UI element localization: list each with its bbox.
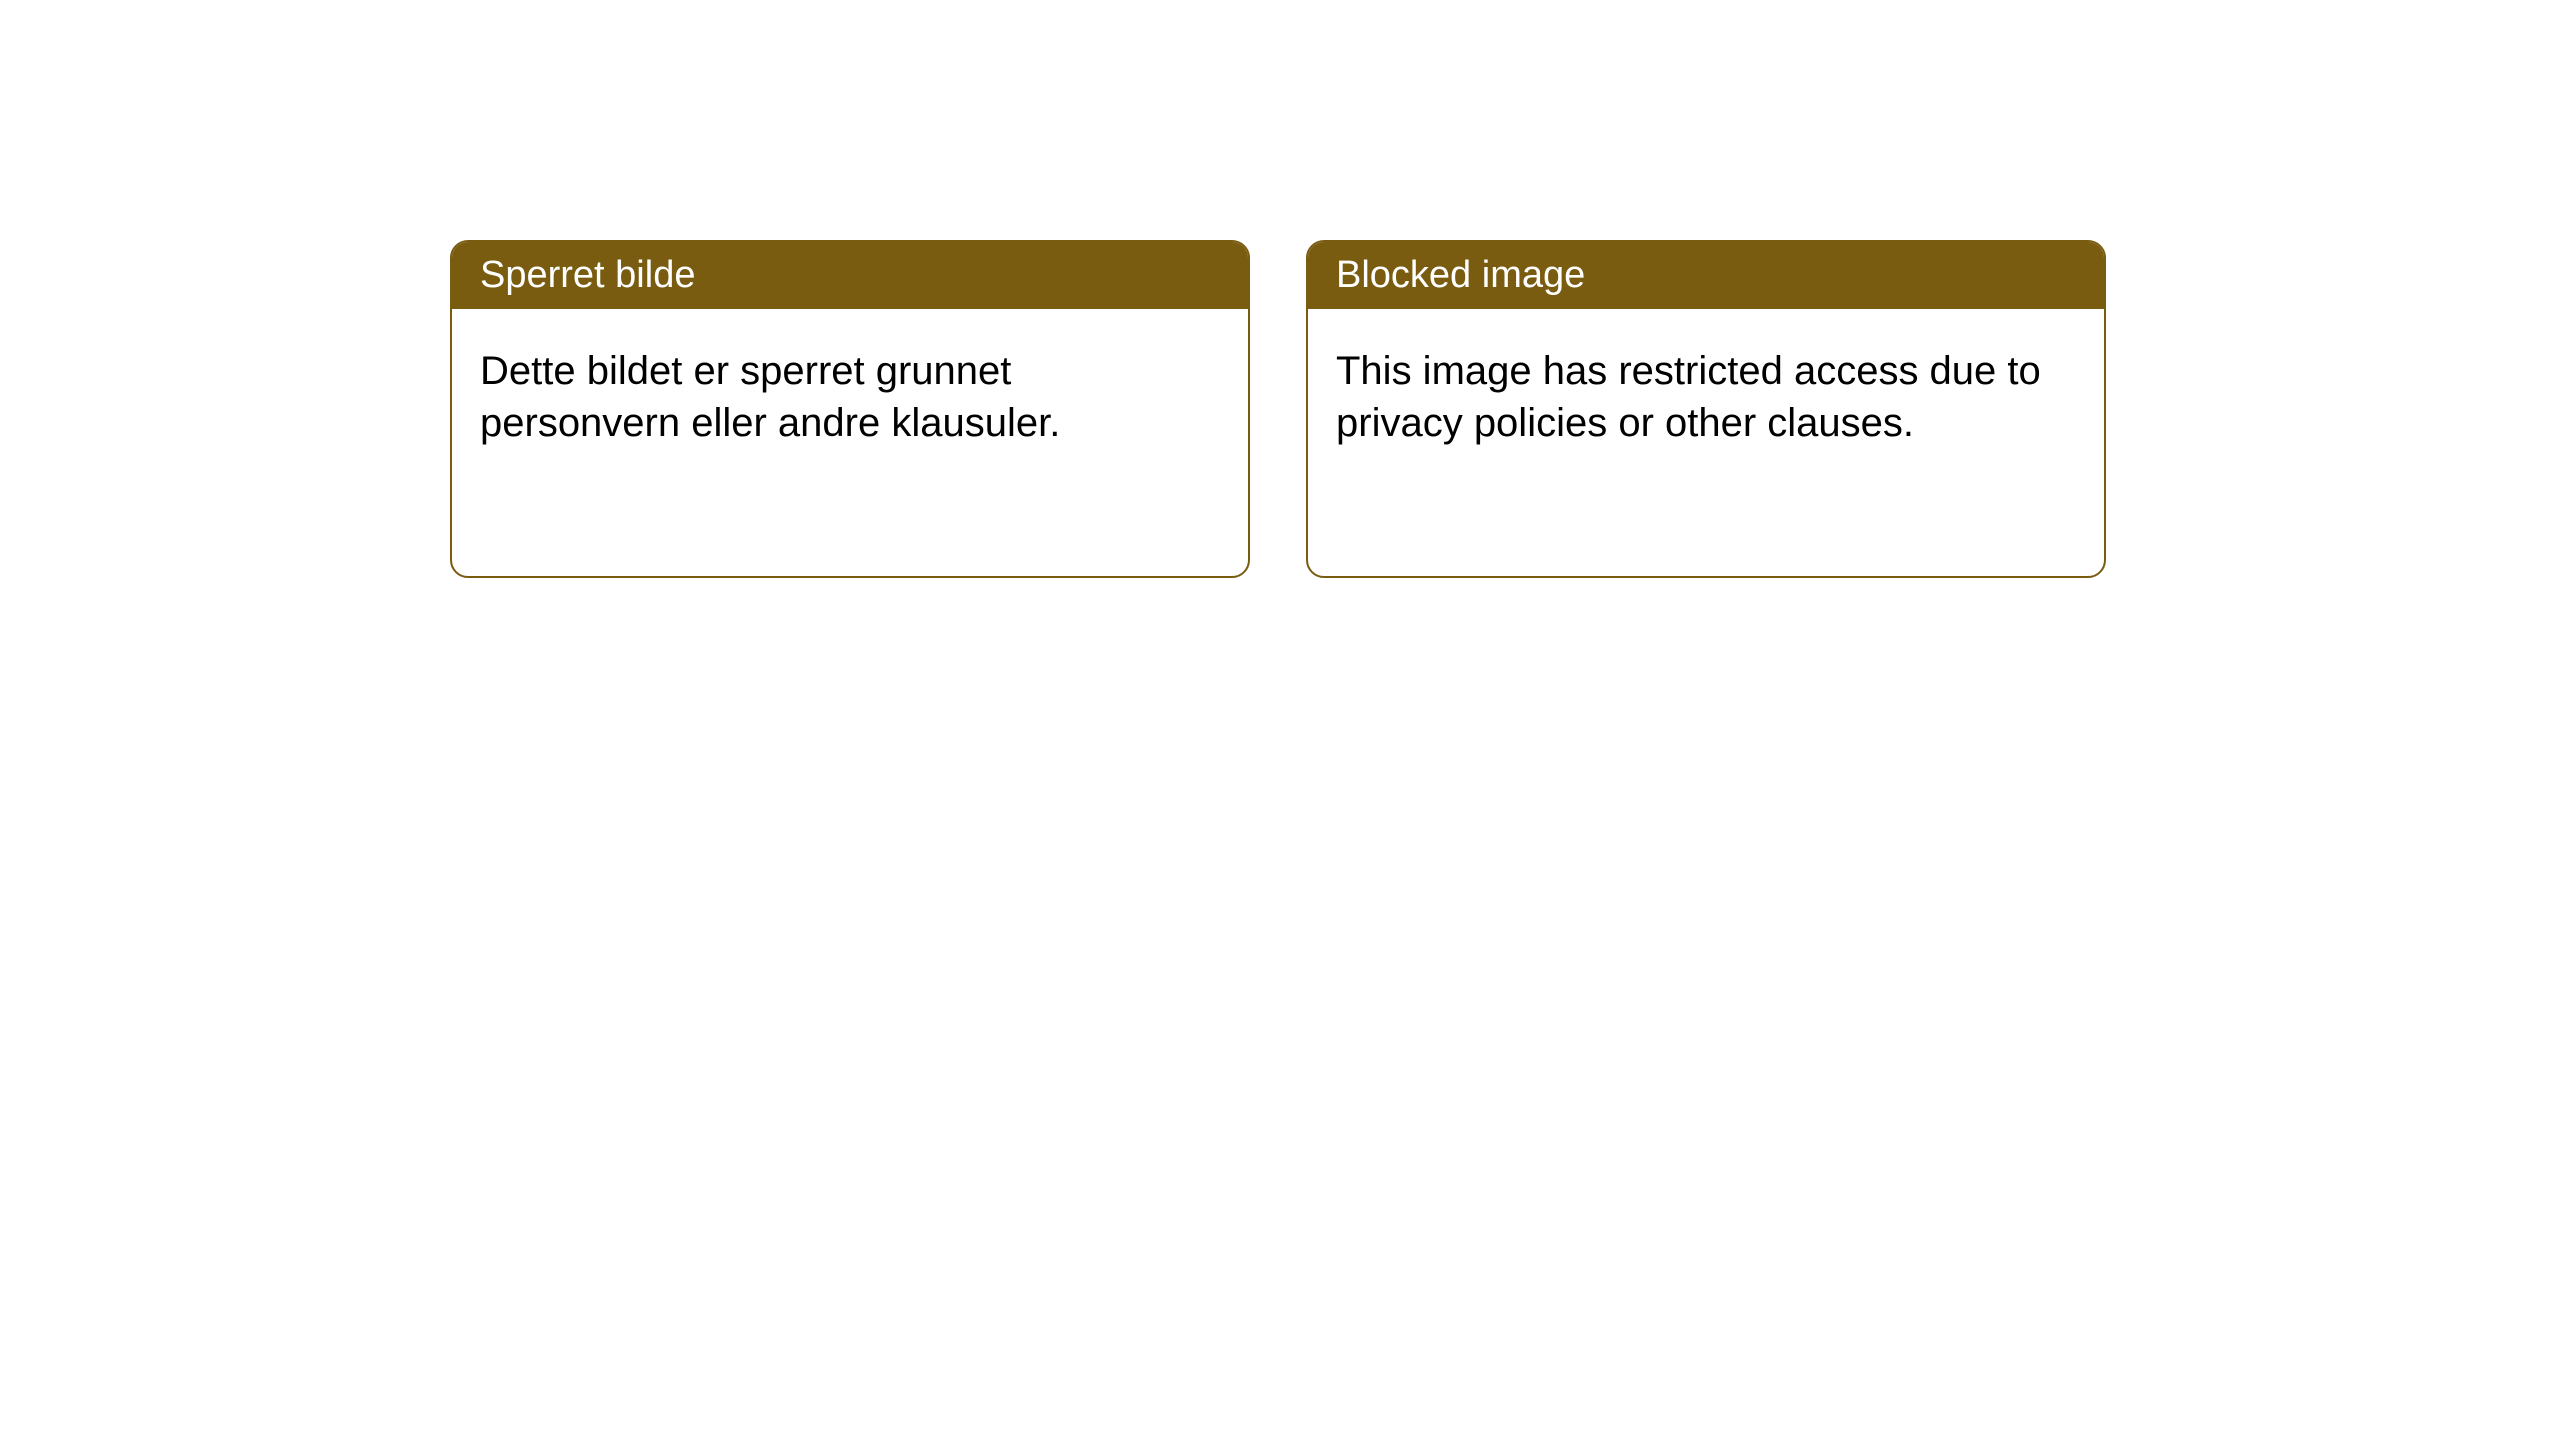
notice-card-no: Sperret bilde Dette bildet er sperret gr…	[450, 240, 1250, 578]
notice-message-en: This image has restricted access due to …	[1336, 349, 2041, 445]
notice-body-no: Dette bildet er sperret grunnet personve…	[452, 309, 1248, 485]
notice-header-no: Sperret bilde	[452, 242, 1248, 309]
notice-title-en: Blocked image	[1336, 254, 1585, 296]
notice-message-no: Dette bildet er sperret grunnet personve…	[480, 349, 1060, 445]
notice-title-no: Sperret bilde	[480, 254, 695, 296]
notice-container: Sperret bilde Dette bildet er sperret gr…	[0, 0, 2560, 578]
notice-header-en: Blocked image	[1308, 242, 2104, 309]
notice-card-en: Blocked image This image has restricted …	[1306, 240, 2106, 578]
notice-body-en: This image has restricted access due to …	[1308, 309, 2104, 485]
